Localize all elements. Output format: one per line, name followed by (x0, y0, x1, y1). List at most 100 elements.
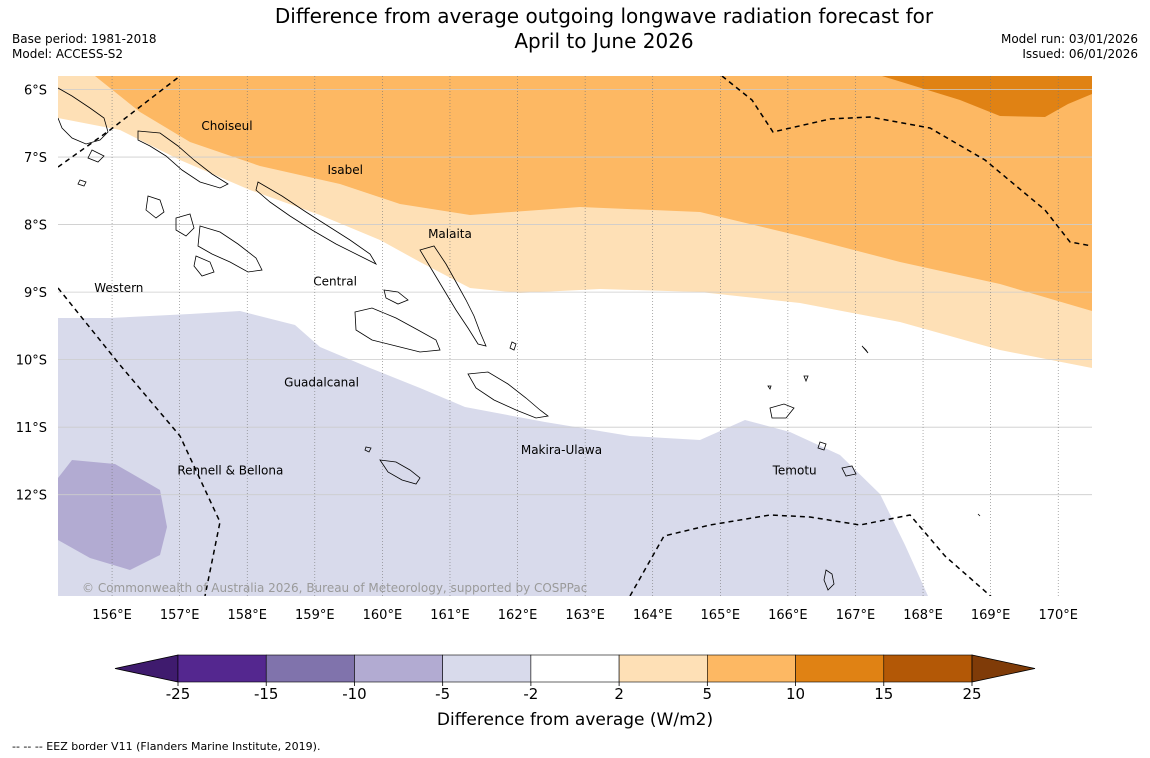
copyright-text: © Commonwealth of Australia 2026, Bureau… (82, 581, 587, 595)
lat-label: 11°S (16, 421, 47, 436)
eez-border-west (58, 287, 221, 596)
lat-label: 10°S (16, 354, 47, 369)
island-anuta (861, 345, 869, 354)
lon-label: 163°E (565, 608, 605, 623)
lat-label: 7°S (24, 151, 47, 166)
colorbar-tick-label: -10 (342, 685, 367, 703)
island-rennell (379, 459, 421, 485)
meta-left: Base period: 1981-2018 Model: ACCESS-S2 (12, 32, 157, 62)
title-line-1: Difference from average outgoing longwav… (274, 4, 934, 28)
lon-label: 165°E (701, 608, 741, 623)
colorbar-segment (442, 654, 532, 683)
place-label: Central (313, 274, 357, 288)
lon-label: 160°E (363, 608, 403, 623)
island-shortland (77, 179, 87, 187)
colorbar-arrow-low (114, 654, 179, 683)
lat-label: 8°S (24, 219, 47, 234)
island-tinakula (767, 385, 772, 390)
longitude-labels: 156°E 157°E 158°E 159°E 160°E 161°E 162°E 163°E… (92, 608, 1078, 623)
lon-label: 169°E (971, 608, 1011, 623)
place-label: Temotu (772, 463, 817, 477)
island-rendova (193, 255, 215, 277)
lon-label: 164°E (633, 608, 673, 623)
colorbar-arrow-high (971, 654, 1036, 683)
lon-label: 156°E (92, 608, 132, 623)
island-tikopia (823, 569, 835, 591)
island-florida (383, 289, 409, 305)
eez-borders (58, 76, 1092, 596)
place-label: Isabel (327, 163, 362, 177)
island-choiseul (137, 130, 229, 189)
island-santa-cruz (769, 403, 795, 419)
colorbar-segment (354, 654, 443, 683)
eez-border-ne (721, 76, 1092, 247)
island-isabel (255, 181, 378, 265)
place-label: Rennell & Bellona (177, 463, 283, 477)
lat-label: 6°S (24, 84, 47, 99)
lon-label: 167°E (836, 608, 876, 623)
colorbar-tick-label: 2 (614, 685, 624, 703)
latitude-labels: 6°S 7°S 8°S 9°S 10°S 11°S 12°S (16, 84, 47, 504)
place-label: Choiseul (201, 119, 252, 133)
colorbar-segment (618, 654, 708, 683)
title-line-2: April to June 2026 (514, 29, 694, 53)
island-new-georgia (197, 225, 263, 273)
place-label: Guadalcanal (284, 376, 359, 390)
base-period: Base period: 1981-2018 (12, 32, 157, 46)
anomaly-band-10-to-15 (882, 76, 1092, 117)
island-kolombangara (175, 213, 195, 237)
lon-label: 157°E (160, 608, 200, 623)
colorbar-segment (883, 654, 973, 683)
anomaly-band-minus10-to-minus5 (58, 460, 167, 570)
lon-label: 159°E (295, 608, 335, 623)
island-vella-lavella (145, 195, 165, 219)
lon-label: 170°E (1038, 608, 1078, 623)
colorbar-tick-label: -5 (435, 685, 450, 703)
island-makira (467, 371, 549, 419)
colorbar-tick-label: 5 (703, 685, 713, 703)
island-reef (803, 375, 809, 383)
anomaly-band-5-to-10 (95, 76, 1092, 311)
lat-label: 12°S (16, 489, 47, 504)
colorbar (114, 654, 1036, 683)
island-guadalcanal (354, 307, 441, 353)
island-bellona (364, 446, 372, 453)
model-run: Model run: 03/01/2026 (1000, 32, 1138, 46)
lat-label: 9°S (24, 286, 47, 301)
gridlines (58, 76, 1092, 596)
colorbar-tick-label: -2 (523, 685, 538, 703)
place-label: Western (94, 281, 143, 295)
colorbar-segment (177, 654, 267, 683)
colorbar-tick-label: 25 (962, 685, 981, 703)
issued-date: Issued: 06/01/2026 (1022, 47, 1138, 61)
place-label: Malaita (428, 227, 472, 241)
colorbar-tick-labels: -25 -15 -10 -5 -2 2 5 10 15 25 (166, 682, 982, 703)
place-labels: Choiseul Isabel Malaita Western Central Guada… (94, 119, 816, 477)
colorbar-label: Difference from average (W/m2) (436, 710, 714, 730)
anomaly-band-minus5-to-minus2 (58, 311, 928, 596)
colorbar-segment (530, 654, 620, 683)
island-coastlines (58, 87, 981, 591)
island-bougainville (58, 87, 109, 145)
island-ontong-java (977, 513, 981, 517)
island-utupua (817, 441, 827, 451)
island-bougainville-tip (87, 149, 105, 163)
colorbar-tick-label: 15 (874, 685, 893, 703)
eez-border-nw (58, 76, 181, 168)
colorbar-tick-label: 10 (786, 685, 805, 703)
place-label: Makira-Ulawa (521, 443, 602, 457)
island-ulawa (509, 341, 517, 351)
map-plot-area: © Commonwealth of Australia 2026, Bureau… (58, 76, 1092, 596)
lon-label: 168°E (903, 608, 943, 623)
model-name: Model: ACCESS-S2 (12, 47, 124, 61)
colorbar-tick-label: -25 (166, 685, 191, 703)
colorbar-segment (265, 654, 355, 683)
colorbar-segment (795, 654, 885, 683)
eez-border-south (629, 514, 992, 596)
meta-right: Model run: 03/01/2026 Issued: 06/01/2026 (1001, 32, 1138, 62)
lon-label: 166°E (768, 608, 808, 623)
lon-label: 158°E (227, 608, 267, 623)
island-malaita (419, 245, 487, 347)
colorbar-segment (707, 654, 796, 683)
